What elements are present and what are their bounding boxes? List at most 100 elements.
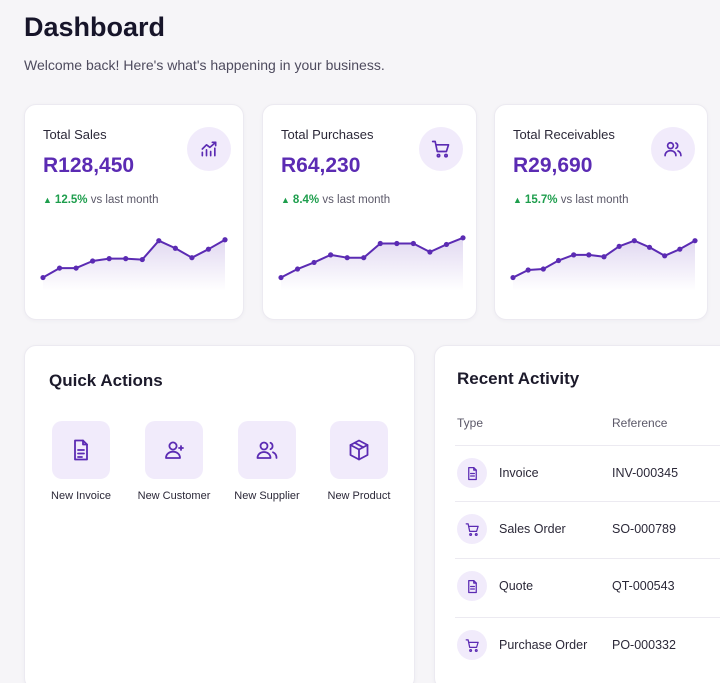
sparkline-point bbox=[525, 267, 531, 273]
new-supplier-button[interactable]: New Supplier bbox=[222, 421, 312, 502]
new-customer-button[interactable]: New Customer bbox=[129, 421, 219, 502]
stat-change-percent: 12.5% bbox=[54, 194, 88, 206]
sparkline-point bbox=[662, 253, 668, 259]
quick-actions-title: Quick Actions bbox=[49, 371, 163, 390]
row-divider bbox=[455, 617, 720, 618]
trend-up-icon: ▲ bbox=[281, 195, 290, 205]
activity-reference[interactable]: SO-000789 bbox=[612, 522, 676, 536]
users-icon bbox=[238, 421, 296, 479]
sparkline-point bbox=[631, 238, 637, 244]
stat-value: R128,450 bbox=[43, 154, 135, 177]
sparkline-point bbox=[692, 238, 698, 244]
sparkline-point bbox=[427, 249, 433, 255]
sparkline-point bbox=[172, 245, 178, 251]
sparkline-point bbox=[294, 266, 301, 272]
sparkline-line bbox=[280, 236, 464, 279]
row-divider bbox=[455, 558, 720, 559]
box-icon bbox=[330, 421, 388, 479]
stat-change: ▲ 12.5% vs last month bbox=[43, 194, 158, 206]
sparkline-point bbox=[510, 274, 516, 281]
sparkline-point bbox=[56, 265, 63, 271]
quick-action-label: New Customer bbox=[137, 490, 211, 502]
sparkline-point bbox=[189, 255, 195, 261]
sparkline-total-sales bbox=[40, 237, 228, 291]
activity-row[interactable]: Purchase Order PO-000332 bbox=[455, 617, 720, 673]
sparkline-point bbox=[540, 266, 546, 272]
sparkline-area bbox=[513, 240, 695, 291]
activity-reference[interactable]: QT-000543 bbox=[612, 579, 675, 593]
stat-change: ▲ 8.4% vs last month bbox=[281, 194, 390, 206]
sparkline-point bbox=[377, 240, 383, 247]
page-title: Dashboard bbox=[24, 12, 166, 42]
shopping-cart-icon bbox=[457, 514, 487, 544]
stat-change-suffix: vs last month bbox=[90, 194, 159, 206]
users-icon bbox=[651, 127, 695, 171]
invoice-icon bbox=[52, 421, 110, 479]
column-header-type: Type bbox=[457, 416, 484, 430]
stat-card-total-receivables[interactable]: Total Receivables R29,690 ▲ 15.7% vs last… bbox=[494, 104, 708, 320]
sparkline-line bbox=[42, 238, 226, 279]
sparkline-point bbox=[106, 256, 112, 262]
sparkline-point bbox=[443, 241, 450, 248]
activity-reference[interactable]: INV-000345 bbox=[612, 466, 679, 480]
document-icon bbox=[457, 571, 487, 601]
activity-reference[interactable]: PO-000332 bbox=[612, 638, 676, 652]
recent-activity-card: Recent Activity Type Reference Invoice I… bbox=[434, 345, 720, 683]
stat-label: Total Receivables bbox=[513, 127, 615, 142]
sparkline-point bbox=[394, 240, 400, 247]
stat-value: R64,230 bbox=[281, 154, 361, 177]
sparkline-point bbox=[601, 254, 607, 260]
row-divider bbox=[455, 501, 720, 502]
stat-card-total-sales[interactable]: Total Sales R128,450 ▲ 12.5% vs last mont… bbox=[24, 104, 244, 320]
stat-label: Total Purchases bbox=[281, 127, 374, 142]
activity-row[interactable]: Invoice INV-000345 bbox=[455, 445, 720, 501]
sparkline-point bbox=[571, 252, 577, 258]
sparkline-point bbox=[90, 258, 96, 264]
quick-actions-card: Quick Actions New Invoice New Customer N… bbox=[24, 345, 415, 683]
sparkline-point bbox=[278, 274, 284, 281]
activity-type: Purchase Order bbox=[499, 638, 588, 652]
row-divider bbox=[455, 445, 720, 446]
document-icon bbox=[457, 458, 487, 488]
activity-row[interactable]: Sales Order SO-000789 bbox=[455, 501, 720, 557]
activity-row[interactable]: Quote QT-000543 bbox=[455, 558, 720, 614]
quick-action-label: New Product bbox=[327, 490, 391, 502]
stat-change-percent: 8.4% bbox=[292, 194, 320, 206]
stat-change-percent: 15.7% bbox=[524, 194, 558, 206]
sparkline-point bbox=[40, 274, 46, 281]
sparkline-point bbox=[361, 255, 367, 261]
new-invoice-button[interactable]: New Invoice bbox=[36, 421, 126, 502]
sparkline-point bbox=[139, 256, 145, 263]
shopping-cart-icon bbox=[457, 630, 487, 660]
sparkline-point bbox=[555, 257, 562, 264]
column-header-reference: Reference bbox=[612, 416, 668, 430]
sparkline-point bbox=[311, 259, 317, 266]
sparkline-point bbox=[677, 246, 683, 252]
sparkline-total-receivables bbox=[510, 238, 698, 291]
sparkline-point bbox=[222, 237, 228, 243]
stat-change-suffix: vs last month bbox=[560, 194, 629, 206]
sparkline-point bbox=[73, 265, 79, 271]
activity-type: Quote bbox=[499, 579, 534, 593]
sparkline-point bbox=[205, 246, 212, 252]
sparkline-point bbox=[328, 252, 334, 258]
new-product-button[interactable]: New Product bbox=[314, 421, 404, 502]
sparkline-point bbox=[156, 238, 162, 244]
sparkline-area bbox=[281, 237, 463, 291]
stat-change-suffix: vs last month bbox=[322, 194, 391, 206]
activity-type: Sales Order bbox=[499, 522, 566, 536]
sparkline-point bbox=[460, 235, 466, 241]
quick-action-label: New Invoice bbox=[51, 490, 111, 502]
sparkline-point bbox=[646, 244, 653, 250]
shopping-cart-icon bbox=[419, 127, 463, 171]
stat-card-total-purchases[interactable]: Total Purchases R64,230 ▲ 8.4% vs last mo… bbox=[262, 104, 477, 320]
page-subtitle: Welcome back! Here's what's happening in… bbox=[24, 57, 385, 73]
quick-action-label: New Supplier bbox=[234, 490, 300, 502]
sparkline-point bbox=[344, 255, 350, 261]
trend-up-icon: ▲ bbox=[513, 195, 522, 205]
user-icon bbox=[145, 421, 203, 479]
sparkline-point bbox=[123, 256, 129, 262]
stat-label: Total Sales bbox=[43, 127, 107, 142]
trend-up-icon: ▲ bbox=[43, 195, 52, 205]
